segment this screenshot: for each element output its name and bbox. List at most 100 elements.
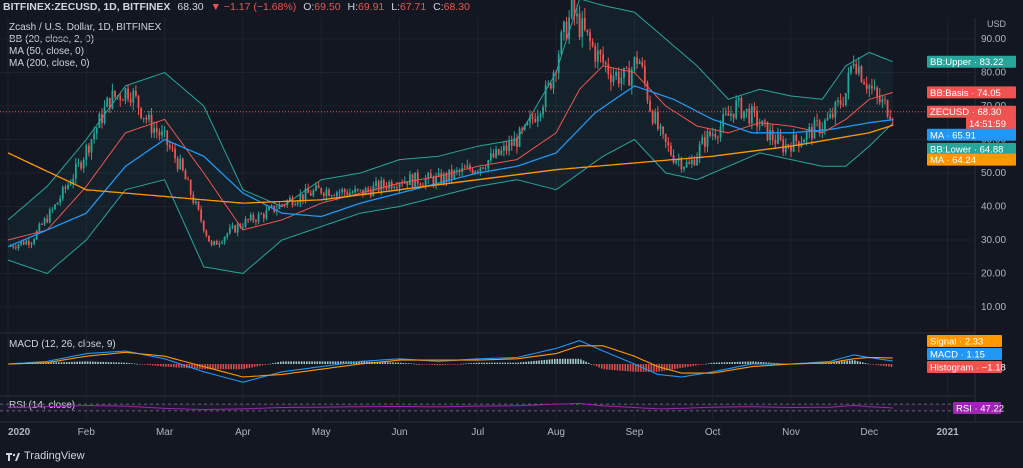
time-axis-tick: Mar [156,427,174,438]
candle-up [513,138,516,146]
time-axis-tick: Jun [391,427,407,438]
candle-down [197,201,200,210]
candle-up [278,204,281,210]
candle-up [857,66,860,74]
candle-down [610,74,612,83]
candle-down [46,218,49,223]
candle-up [72,178,75,184]
candle-up [299,194,302,203]
candle-down [140,107,143,119]
macd-histogram-bar [157,364,159,366]
candle-down [602,54,604,63]
candle-down [842,104,845,106]
macd-histogram-bar [277,362,279,364]
macd-histogram-bar [658,364,660,372]
macd-histogram-bar [483,362,486,364]
close-value: 68.30 [443,1,470,13]
price-axis-tick: 50.00 [981,168,1006,179]
candle-up [792,134,795,152]
candle-down [247,219,250,221]
macd-histogram-bar [454,364,457,365]
macd-histogram-bar [885,364,888,367]
macd-histogram-bar [478,362,480,364]
macd-histogram-bar [311,361,313,364]
candle-down [145,117,148,120]
macd-histogram-bar [752,361,754,364]
candle-down [646,82,649,101]
symbol-name[interactable]: BITFINEX:ZECUSD, 1D, BITFINEX [3,1,171,13]
candle-down [302,194,304,200]
macd-histogram-bar [522,362,525,364]
candle-down [80,162,82,169]
candle-up [654,111,657,124]
candle-down [756,110,758,127]
candle-up [30,243,33,245]
macd-histogram-bar [504,362,507,364]
legend-macd[interactable]: MACD (12, 26, close, 9) [9,339,116,350]
macd-histogram-bar [736,361,739,364]
last-price: 68.30 [177,1,204,13]
macd-histogram-bar [313,361,316,364]
macd-histogram-bar [676,364,679,369]
tradingview-branding[interactable]: TradingView [6,450,85,462]
candle-up [218,243,221,245]
candle-up [466,165,469,168]
candle-down [463,167,466,169]
macd-axis-label-bg [927,348,1002,360]
candle-up [837,100,839,103]
macd-histogram-bar [298,361,300,364]
macd-histogram-bar [473,362,475,364]
macd-histogram-bar [86,361,89,364]
macd-histogram-bar [838,361,841,364]
macd-histogram-bar [178,364,180,368]
macd-histogram-bar [530,361,533,364]
tradingview-name: TradingView [24,450,85,462]
candle-up [61,187,64,199]
candle-up [737,97,740,101]
high-label: H: [347,1,358,13]
candle-up [518,128,521,147]
macd-histogram-bar [84,361,86,364]
candle-up [536,116,539,122]
tradingview-logo-icon [6,452,20,461]
macd-histogram-bar [217,364,219,370]
candle-up [659,126,662,129]
macd-histogram-bar [240,364,243,370]
candle-up [542,107,544,115]
candle-up [195,201,197,204]
candle-down [591,41,594,47]
macd-histogram-bar [42,362,45,364]
macd-histogram-bar [71,361,73,364]
candle-up [852,63,855,66]
price-axis-label: BB:Basis · 74.05 [930,88,1001,99]
candle-up [821,129,824,133]
legend-ma200[interactable]: MA (200, close, 0) [9,58,90,69]
macd-histogram-bar [467,363,470,364]
candle-down [41,223,43,225]
macd-histogram-bar [272,363,274,364]
candle-up [69,183,72,185]
macd-histogram-bar [60,362,63,364]
macd-histogram-bar [856,361,859,364]
macd-histogram-bar [848,360,851,364]
legend-rsi[interactable]: RSI (14, close) [9,400,76,411]
candle-down [555,72,557,74]
macd-histogram-bar [525,361,527,364]
candle-up [354,188,357,193]
legend-title[interactable]: Zcash / U.S. Dollar, 1D, BITFINEX [9,22,162,33]
macd-histogram-bar [499,362,501,364]
candle-up [312,190,315,196]
macd-histogram-bar [449,364,452,365]
candle-down [782,139,785,153]
macd-histogram-bar [222,364,225,370]
candle-down [797,141,800,147]
legend-ma50[interactable]: MA (50, close, 0) [9,46,85,57]
candle-up [148,114,150,120]
macd-histogram-bar [828,362,830,364]
candle-up [484,168,487,170]
candle-up [777,134,779,144]
candle-down [255,220,257,222]
macd-histogram-bar [773,362,775,364]
candle-up [231,225,234,228]
